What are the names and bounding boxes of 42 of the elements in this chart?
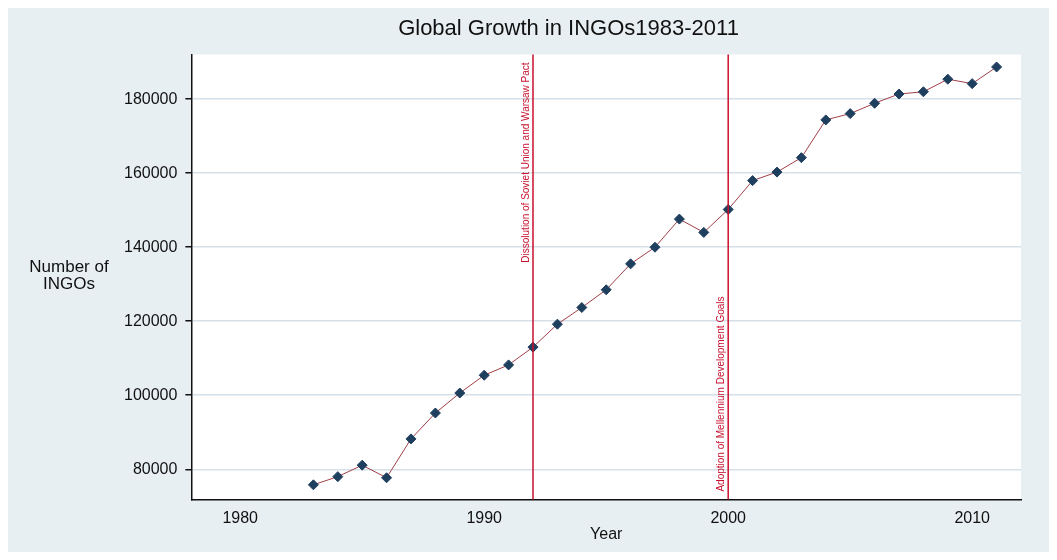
point <box>771 166 783 178</box>
point <box>966 78 978 90</box>
point <box>942 73 954 85</box>
point <box>356 459 368 471</box>
x-tick-label: 2000 <box>710 508 747 526</box>
x-tick-label: 2010 <box>954 508 991 526</box>
point <box>893 88 905 100</box>
y-tick-label: 180000 <box>124 89 178 107</box>
y-tick-label: 80000 <box>132 459 178 477</box>
point <box>551 318 563 330</box>
point <box>649 241 661 253</box>
point <box>747 175 759 187</box>
point <box>478 369 490 381</box>
point <box>332 471 344 483</box>
chart-title: Global Growth in INGOs1983-2011 <box>398 15 739 41</box>
x-tick-label: 1980 <box>222 508 259 526</box>
point <box>381 472 393 484</box>
x-tick-label: 1990 <box>466 508 503 526</box>
point <box>307 479 319 491</box>
point <box>698 226 710 238</box>
point <box>405 433 417 445</box>
point <box>820 114 832 126</box>
x-axis-title: Year <box>590 524 624 542</box>
point <box>625 258 637 270</box>
point <box>673 213 685 225</box>
y-tick-label: 160000 <box>124 163 178 181</box>
ref-line-label: Dissolution of Soviet Union and Warsaw Pact <box>519 62 531 263</box>
point <box>454 387 466 399</box>
point <box>429 407 441 419</box>
y-tick-label: 100000 <box>124 385 178 403</box>
point <box>600 284 612 296</box>
point <box>991 61 1003 73</box>
ref-line-label: Adoption of Mellennium Development Goals <box>714 296 726 492</box>
point <box>503 359 515 371</box>
point <box>869 97 881 109</box>
point <box>917 86 929 98</box>
point <box>576 302 588 314</box>
y-axis-title: Number of INGOs <box>28 257 110 293</box>
y-tick-label: 120000 <box>124 311 178 329</box>
y-tick-label: 140000 <box>124 237 178 255</box>
point <box>844 108 856 120</box>
point <box>795 152 807 164</box>
